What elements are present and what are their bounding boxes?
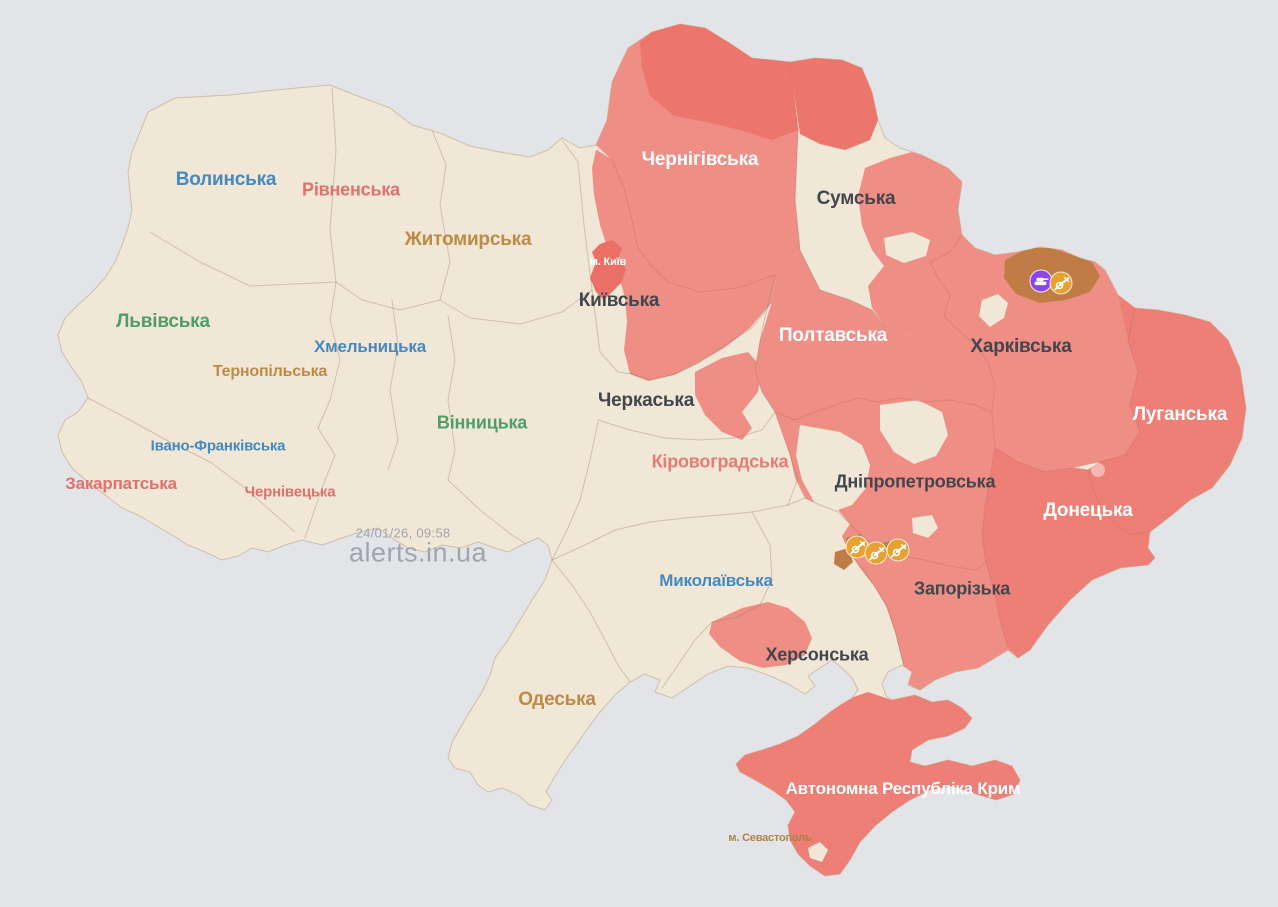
region-kharkivska-artillery-raion[interactable] xyxy=(1004,248,1100,303)
region-kyiv-city[interactable] xyxy=(590,240,626,300)
region-krym[interactable] xyxy=(736,678,1020,876)
oblast-borders xyxy=(87,61,1151,689)
artillery-marker[interactable] xyxy=(864,541,888,565)
region-khersonska-raion[interactable] xyxy=(709,602,812,668)
artillery-marker[interactable] xyxy=(1049,271,1073,295)
faded-city-marker xyxy=(1091,463,1105,477)
region-luhanska[interactable] xyxy=(1088,295,1246,534)
faded-marker xyxy=(1091,463,1105,477)
artillery-marker[interactable] xyxy=(886,538,910,562)
region-chernihivska-north-raion[interactable] xyxy=(640,24,798,140)
region-sumska-nw-raion[interactable] xyxy=(790,58,878,150)
region-sumska-clear-enclave xyxy=(884,232,930,263)
region-dnipropetrovska-north-clear xyxy=(880,400,948,464)
combat-marker[interactable] xyxy=(1029,269,1053,293)
region-kharkiv-city-clear xyxy=(979,294,1008,327)
region-cherkaska-ne-raion[interactable] xyxy=(695,352,762,440)
region-sevastopol-clear xyxy=(808,842,828,862)
region-dnipropetrovska-west-clear xyxy=(796,425,870,512)
marker-layer xyxy=(845,269,1105,565)
region-kirovohradska-east-raion[interactable] xyxy=(781,404,797,436)
region-kharkivska[interactable] xyxy=(930,235,1140,472)
region-poltavska[interactable] xyxy=(755,250,995,420)
region-donetska[interactable] xyxy=(982,448,1155,658)
region-zaporizhzhia-city-clear xyxy=(912,515,938,538)
region-zaporizka[interactable] xyxy=(842,524,1018,690)
region-kyivska-east[interactable] xyxy=(592,150,775,381)
